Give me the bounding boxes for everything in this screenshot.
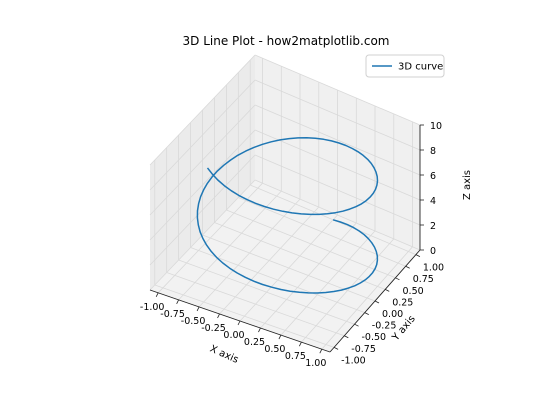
x-tick-label: 1.00 xyxy=(305,358,326,369)
grid-line-z-left xyxy=(149,129,256,241)
y-tick-label: -1.00 xyxy=(341,355,366,366)
y-tick-mark xyxy=(333,347,339,350)
x-tick-label: 0.00 xyxy=(223,330,244,341)
floor-pane xyxy=(150,180,420,352)
x-tick-mark xyxy=(176,299,179,305)
x-tick-mark xyxy=(217,313,220,319)
grid-line-z-back xyxy=(254,54,421,126)
grid-lines xyxy=(149,54,421,350)
grid-line-y-floor xyxy=(250,184,417,255)
legend-frame xyxy=(365,54,445,78)
x-tick-mark xyxy=(237,320,241,326)
y-tick-label: 0.75 xyxy=(413,274,434,285)
y-tick-label: 0.25 xyxy=(392,297,413,308)
x-tick-label: 0.75 xyxy=(285,351,306,362)
x-tick-label: -0.75 xyxy=(160,309,185,320)
x-tick-label: -1.00 xyxy=(140,302,165,313)
grid-line-z-left xyxy=(149,154,256,266)
grid-line-z-left xyxy=(149,79,256,191)
y-tick-mark xyxy=(354,323,359,327)
legend: 3D curve xyxy=(365,54,445,78)
legend-label: 3D curve xyxy=(398,62,443,73)
grid-line-z-back xyxy=(254,154,421,226)
grid-line-z-left xyxy=(149,179,256,291)
z-tick-label: 0 xyxy=(430,246,436,257)
grid-line-y-floor xyxy=(214,222,386,290)
y-tick-label: 0.50 xyxy=(403,286,424,297)
grid-line-y-floor xyxy=(190,247,365,313)
y-tick-mark xyxy=(364,312,369,315)
grid-line-y-floor xyxy=(226,209,396,279)
z-tick-label: 4 xyxy=(430,196,436,207)
x-tick-label: 0.50 xyxy=(264,344,285,355)
y-tick-mark xyxy=(395,277,400,281)
y-tick-mark xyxy=(385,289,390,292)
grid-line-y-floor xyxy=(178,259,355,325)
z-tick-label: 10 xyxy=(430,121,442,132)
x-tick-mark xyxy=(258,327,261,333)
axis-ticks: -1.00-0.75-0.50-0.250.000.250.500.751.00… xyxy=(140,121,444,369)
grid-line-z-back xyxy=(254,104,421,176)
x-tick-mark xyxy=(278,334,282,340)
grid-line-y-floor xyxy=(154,284,335,348)
x-tick-label: -0.25 xyxy=(201,323,226,334)
series-lines xyxy=(196,137,379,294)
x-tick-label: 0.25 xyxy=(244,337,265,348)
grid-line-z-back xyxy=(254,179,421,251)
x-tick-label: -0.50 xyxy=(181,316,206,327)
y-tick-label: -0.75 xyxy=(351,344,376,355)
grid-line-y-floor xyxy=(166,272,345,337)
y-tick-label: 0.00 xyxy=(382,309,403,320)
y-tick-mark xyxy=(405,265,410,269)
y-tick-mark xyxy=(415,254,421,257)
z-tick-label: 8 xyxy=(430,146,436,157)
grid-line-z-back xyxy=(254,79,421,151)
x-tick-mark xyxy=(196,306,200,312)
grid-line-z-back xyxy=(254,129,421,201)
z-axis-title: Z axis xyxy=(462,170,473,200)
series-line-3d-curve xyxy=(196,137,379,294)
grid-line-z-left xyxy=(149,54,256,166)
x-tick-mark xyxy=(299,341,302,347)
chart-title: 3D Line Plot - how2matplotlib.com xyxy=(183,34,390,48)
axis-panes xyxy=(150,55,420,352)
grid-line-z-left xyxy=(149,104,256,216)
y-tick-mark xyxy=(344,335,349,339)
z-tick-label: 2 xyxy=(430,221,436,232)
z-tick-label: 6 xyxy=(430,171,436,182)
y-tick-mark xyxy=(374,300,380,304)
x-tick-mark xyxy=(319,349,323,354)
x-tick-mark xyxy=(155,292,159,297)
grid-line-y-floor xyxy=(202,234,376,302)
y-tick-label: -0.25 xyxy=(372,321,397,332)
y-tick-label: -0.50 xyxy=(362,332,387,343)
y-tick-label: 1.00 xyxy=(423,263,444,274)
